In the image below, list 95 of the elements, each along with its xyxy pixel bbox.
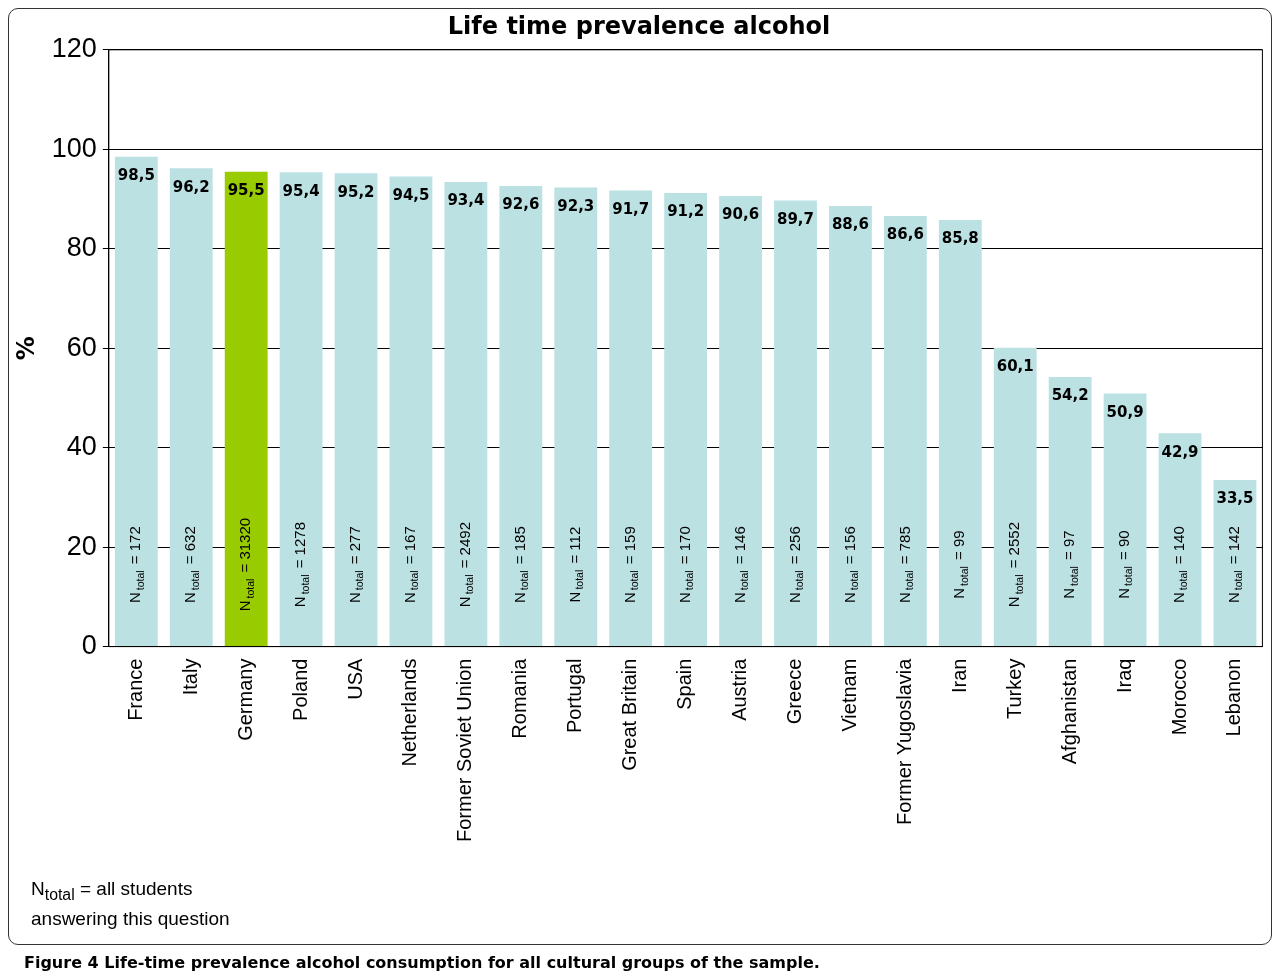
x-tick-label: Turkey [1002, 658, 1025, 719]
y-tick-label: 80 [66, 232, 97, 263]
x-tick-label: Romania [508, 657, 531, 739]
data-label: 89,7 [776, 209, 814, 228]
bar [499, 186, 543, 647]
bar [224, 171, 268, 647]
annotation: Ntotal = 277 [346, 526, 366, 603]
x-tick-label: Great Britain [618, 658, 641, 771]
x-tick-label: Lebanon [1222, 658, 1245, 737]
x-tick-label: Spain [673, 658, 696, 710]
data-label: 42,9 [1161, 442, 1199, 461]
bar [609, 190, 653, 647]
data-label: 33,5 [1216, 489, 1254, 508]
bar [938, 219, 982, 647]
bar [1048, 377, 1092, 647]
data-label: 92,6 [502, 195, 540, 214]
annotation: Ntotal = 2492 [456, 522, 476, 608]
bar [389, 176, 433, 647]
bar [883, 215, 927, 647]
bar [664, 193, 708, 647]
x-tick-label: Former Soviet Union [453, 658, 476, 843]
annotation: Ntotal = 2552 [1005, 522, 1025, 608]
x-tick-label: Vietnam [837, 658, 860, 732]
bar [554, 187, 598, 647]
bar [279, 172, 323, 647]
annotation: Ntotal = 112 [565, 526, 586, 603]
annotation: Ntotal = 170 [675, 526, 696, 603]
annotation: Ntotal = 1278 [291, 522, 311, 608]
x-tick-label: Poland [288, 658, 311, 721]
annotation: Ntotal = 785 [895, 526, 915, 603]
text: N$_{total}$ = all students answering this question [31, 877, 231, 931]
bar [334, 173, 378, 647]
x-tick-label: Italy [178, 658, 201, 696]
annotation: Ntotal = 185 [510, 526, 531, 603]
bar [774, 200, 817, 647]
x-tick-label: Greece [783, 658, 806, 725]
x-tick-label: Portugal [563, 658, 586, 734]
annotation: Ntotal = 142 [1225, 526, 1245, 603]
bar [444, 182, 488, 647]
data-label: 92,3 [557, 196, 595, 215]
y-tick-label: 120 [51, 33, 97, 64]
annotation: Ntotal = 146 [730, 526, 750, 603]
x-tick-label: Iraq [1112, 658, 1135, 694]
y-tick-label: 0 [81, 630, 97, 661]
data-label: 95,5 [227, 181, 265, 200]
x-tick-label: Afghanistan [1057, 658, 1080, 765]
data-label: 91,2 [667, 202, 705, 221]
data-label: 90,6 [722, 205, 760, 224]
data-label: 95,2 [337, 182, 375, 201]
chart-title: Life time prevalence alcohol [447, 11, 831, 40]
bar [719, 196, 762, 647]
caption: Figure 4 Life-time prevalence alcohol consumption for all cultural groups of the sample. [24, 953, 821, 972]
y-tick-label: 60 [66, 331, 97, 362]
data-label: 88,6 [831, 215, 869, 234]
annotation: Ntotal = 632 [181, 526, 201, 603]
annotation: Ntotal = 172 [126, 526, 146, 603]
bar [1158, 433, 1202, 647]
x-tick-label: USA [343, 657, 366, 700]
y-tick-label: 100 [51, 132, 97, 163]
annotation: Ntotal = 99 [950, 530, 970, 599]
annotation: Ntotal = 159 [620, 526, 641, 603]
annotation: Ntotal = 156 [840, 526, 860, 603]
x-tick-label: Austria [728, 657, 751, 721]
data-label: 86,6 [886, 225, 924, 244]
x-tick-label: France [123, 658, 146, 721]
annotation: Ntotal = 167 [401, 526, 421, 603]
data-label: 85,8 [941, 229, 979, 248]
data-label: 98,5 [117, 166, 155, 185]
bar [169, 168, 213, 647]
data-label: 91,7 [612, 199, 650, 218]
annotation: Ntotal = 90 [1115, 530, 1135, 599]
annotation: Ntotal = 97 [1060, 530, 1080, 599]
bar [1213, 479, 1257, 647]
data-label: 94,5 [392, 186, 430, 205]
x-tick-label: Morocco [1167, 658, 1190, 736]
data-label: 95,4 [282, 181, 320, 200]
bar [114, 156, 158, 647]
x-tick-label: Iran [947, 658, 970, 694]
data-label: 93,4 [447, 191, 485, 210]
data-label: 96,2 [172, 177, 210, 196]
y-tick-label: 40 [66, 431, 97, 462]
annotation: Ntotal = 256 [785, 526, 805, 603]
x-tick-label: Germany [233, 658, 256, 741]
y-axis-title: % [11, 336, 40, 361]
data-label: 60,1 [996, 357, 1034, 376]
bar [1103, 393, 1147, 647]
x-tick-label: Former Yugoslavia [892, 657, 915, 825]
data-label: 54,2 [1051, 386, 1089, 405]
annotation: Ntotal = 140 [1170, 526, 1190, 603]
data-label: 50,9 [1106, 402, 1144, 421]
annotation: Ntotal = 31320 [236, 517, 256, 612]
bar [829, 205, 872, 647]
y-tick-label: 20 [66, 530, 97, 561]
x-tick-label: Netherlands [398, 658, 421, 767]
bar [993, 347, 1037, 647]
